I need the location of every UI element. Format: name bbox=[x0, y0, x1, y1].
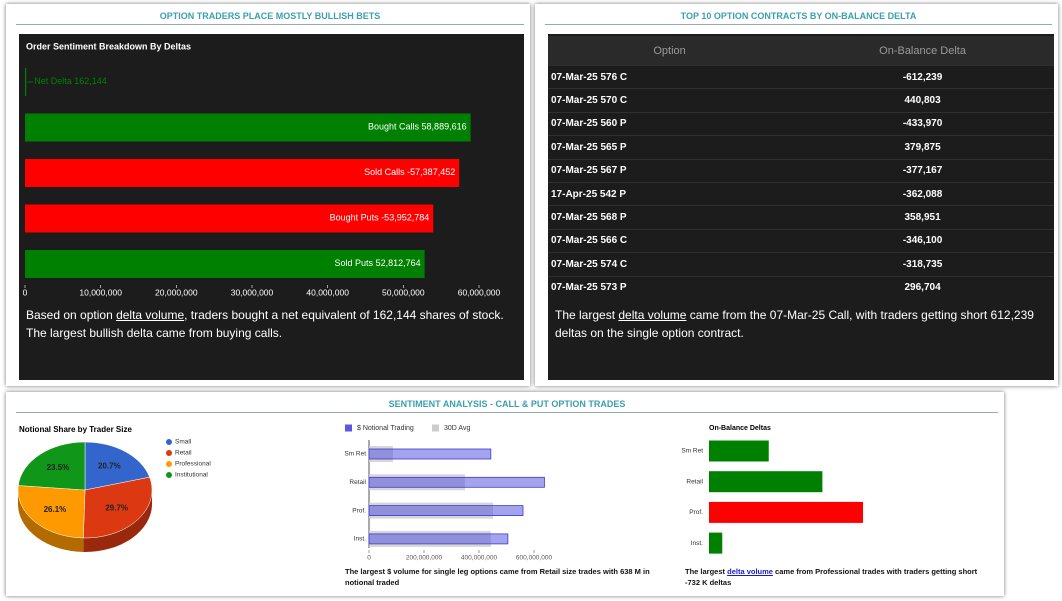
delta-cell: -612,239 bbox=[791, 64, 1054, 89]
table-row: 07-Mar-25 566 C -346,100 bbox=[548, 228, 1054, 253]
note: The largest $ volume for single leg opti… bbox=[345, 566, 675, 588]
link[interactable]: delta volume bbox=[618, 308, 687, 322]
table-row: 07-Mar-25 576 C -612,239 bbox=[548, 64, 1054, 89]
table-row: 07-Mar-25 560 P -433,970 bbox=[548, 111, 1054, 136]
delta-cell: 296,704 bbox=[791, 275, 1054, 299]
option-cell: 07-Mar-25 570 C bbox=[548, 88, 792, 113]
panel: SENTIMENT ANALYSIS - CALL & PUT OPTION T… bbox=[6, 392, 1004, 596]
delta-cell: -362,088 bbox=[791, 181, 1054, 206]
note-text: came from Professional trades with trade… bbox=[685, 567, 978, 587]
option-cell: 07-Mar-25 576 C bbox=[548, 64, 792, 89]
note: The largest delta volume came from Profe… bbox=[685, 566, 990, 588]
table-row: 07-Mar-25 573 P 296,704 bbox=[548, 275, 1054, 299]
table-row: 07-Mar-25 565 P 379,875 bbox=[548, 135, 1054, 160]
column-header: On-Balance Delta bbox=[791, 36, 1054, 66]
option-cell: 07-Mar-25 568 P bbox=[548, 205, 792, 230]
delta-cell: 358,951 bbox=[791, 205, 1054, 230]
option-cell: 07-Mar-25 567 P bbox=[548, 158, 792, 183]
delta-cell: 440,803 bbox=[791, 88, 1054, 113]
delta-cell: 379,875 bbox=[791, 135, 1054, 160]
note: The largest delta volume came from the 0… bbox=[555, 306, 1051, 342]
table-row: 17-Apr-25 542 P -362,088 bbox=[548, 181, 1054, 206]
note-text: came from the 07-Mar-25 Call, with trade… bbox=[555, 308, 1034, 340]
option-cell: 07-Mar-25 565 P bbox=[548, 135, 792, 160]
table-row: 07-Mar-25 570 C 440,803 bbox=[548, 88, 1054, 113]
option-cell: 07-Mar-25 566 C bbox=[548, 228, 792, 253]
option-cell: 07-Mar-25 574 C bbox=[548, 252, 792, 277]
panel-title: SENTIMENT ANALYSIS - CALL & PUT OPTION T… bbox=[16, 398, 998, 413]
link[interactable]: delta volume bbox=[116, 308, 185, 322]
delta-cell: -377,167 bbox=[791, 158, 1054, 183]
note: Based on option delta volume, traders bo… bbox=[26, 306, 504, 342]
column-header: Option bbox=[548, 36, 792, 66]
panel-title: OPTION TRADERS PLACE MOSTLY BULLISH BETS bbox=[16, 10, 524, 25]
note-text: Based on option bbox=[26, 308, 117, 322]
option-cell: 07-Mar-25 560 P bbox=[548, 111, 792, 136]
delta-cell: -433,970 bbox=[791, 111, 1054, 136]
table-row: 07-Mar-25 574 C -318,735 bbox=[548, 252, 1054, 277]
table-header: Option On-Balance Delta bbox=[548, 36, 1054, 66]
link[interactable]: delta volume bbox=[727, 567, 773, 576]
panel-title: TOP 10 OPTION CONTRACTS BY ON-BALANCE DE… bbox=[545, 10, 1052, 25]
note-text: The largest bbox=[685, 567, 728, 576]
note-text: , traders bought a net equivalent of 162… bbox=[26, 308, 504, 340]
note-text: The largest $ volume for single leg opti… bbox=[345, 567, 650, 587]
delta-cell: -318,735 bbox=[791, 252, 1054, 277]
table-row: 07-Mar-25 567 P -377,167 bbox=[548, 158, 1054, 183]
delta-cell: -346,100 bbox=[791, 228, 1054, 253]
option-cell: 07-Mar-25 573 P bbox=[548, 275, 792, 299]
option-cell: 17-Apr-25 542 P bbox=[548, 181, 792, 206]
table-row: 07-Mar-25 568 P 358,951 bbox=[548, 205, 1054, 230]
contracts-table: Option On-Balance Delta 07-Mar-25 576 C -61… bbox=[548, 36, 1054, 299]
note-text: The largest bbox=[555, 308, 619, 322]
